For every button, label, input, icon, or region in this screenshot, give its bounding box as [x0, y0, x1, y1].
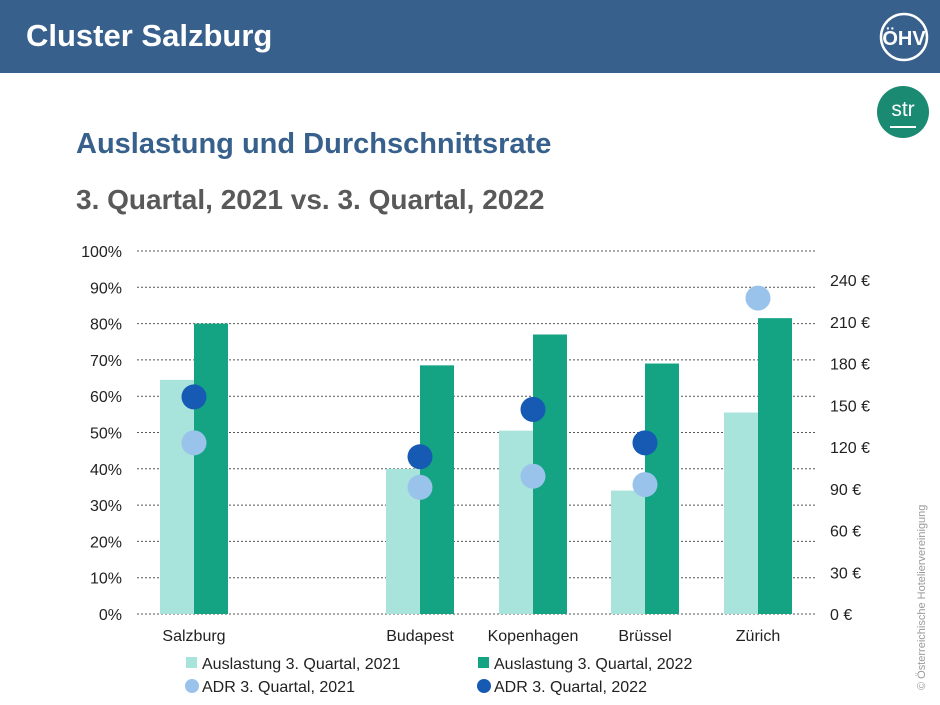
left-tick-label: 80% — [90, 317, 122, 334]
marker-adr-2022 — [181, 384, 207, 410]
bar-occupancy-2022 — [194, 323, 228, 614]
marker-adr-2021 — [181, 430, 207, 456]
left-tick-label: 30% — [90, 498, 122, 515]
left-tick-label: 0% — [99, 607, 122, 624]
right-tick-label: 120 € — [830, 440, 870, 457]
marker-adr-2021 — [632, 472, 658, 498]
right-tick-label: 30 € — [830, 565, 861, 582]
header-title: Cluster Salzburg — [26, 18, 273, 53]
left-tick-label: 50% — [90, 426, 122, 443]
category-label: Zürich — [736, 628, 780, 645]
category-label: Salzburg — [162, 628, 225, 645]
legend-swatch — [185, 679, 199, 693]
left-tick-label: 70% — [90, 353, 122, 370]
left-tick-label: 60% — [90, 389, 122, 406]
marker-adr-2021 — [745, 285, 771, 311]
marker-adr-2021 — [520, 463, 546, 489]
bar-occupancy-2021 — [611, 490, 645, 614]
right-tick-label: 210 € — [830, 315, 870, 332]
marker-adr-2022 — [632, 430, 658, 456]
right-tick-label: 60 € — [830, 524, 861, 541]
category-label: Budapest — [386, 628, 454, 645]
oehv-logo-text: ÖHV — [882, 27, 926, 50]
legend-swatch — [477, 679, 491, 693]
bar-occupancy-2022 — [758, 318, 792, 614]
left-tick-label: 20% — [90, 534, 122, 551]
marker-adr-2022 — [407, 444, 433, 470]
chart-title: Auslastung und Durchschnittsrate — [76, 128, 552, 160]
str-logo-text: str — [891, 98, 915, 121]
right-tick-label: 150 € — [830, 398, 870, 415]
left-tick-label: 10% — [90, 571, 122, 588]
left-tick-label: 100% — [81, 244, 122, 261]
bar-occupancy-2021 — [724, 412, 758, 614]
right-tick-label: 90 € — [830, 482, 861, 499]
str-logo-underline — [890, 126, 916, 128]
legend-label: Auslastung 3. Quartal, 2022 — [494, 656, 692, 673]
left-tick-label: 40% — [90, 462, 122, 479]
legend-label: ADR 3. Quartal, 2021 — [202, 679, 355, 696]
legend-swatch — [478, 657, 489, 668]
left-tick-label: 90% — [90, 280, 122, 297]
legend-label: Auslastung 3. Quartal, 2021 — [202, 656, 400, 673]
legend-label: ADR 3. Quartal, 2022 — [494, 679, 647, 696]
marker-adr-2022 — [520, 396, 546, 422]
chart-subtitle: 3. Quartal, 2021 vs. 3. Quartal, 2022 — [76, 184, 545, 215]
str-logo: str — [877, 86, 929, 138]
right-tick-label: 180 € — [830, 357, 870, 374]
header-bar: Cluster Salzburg ÖHV — [0, 0, 940, 73]
chart: 0% 10% 20% 30% 40% 50% 60% 70% 80% 90% 100% 0 € 30 €… — [81, 244, 870, 696]
category-label: Kopenhagen — [488, 628, 579, 645]
right-tick-label: 0 € — [830, 607, 852, 624]
marker-adr-2021 — [407, 474, 433, 500]
category-label: Brüssel — [618, 628, 671, 645]
legend-swatch — [186, 657, 197, 668]
copyright-note: © Österreichische Hoteliervereinigung — [916, 504, 928, 690]
right-tick-label: 240 € — [830, 273, 870, 290]
bar-occupancy-2021 — [160, 379, 194, 614]
oehv-logo: ÖHV — [879, 12, 929, 62]
bar-occupancy-2021 — [499, 430, 533, 614]
